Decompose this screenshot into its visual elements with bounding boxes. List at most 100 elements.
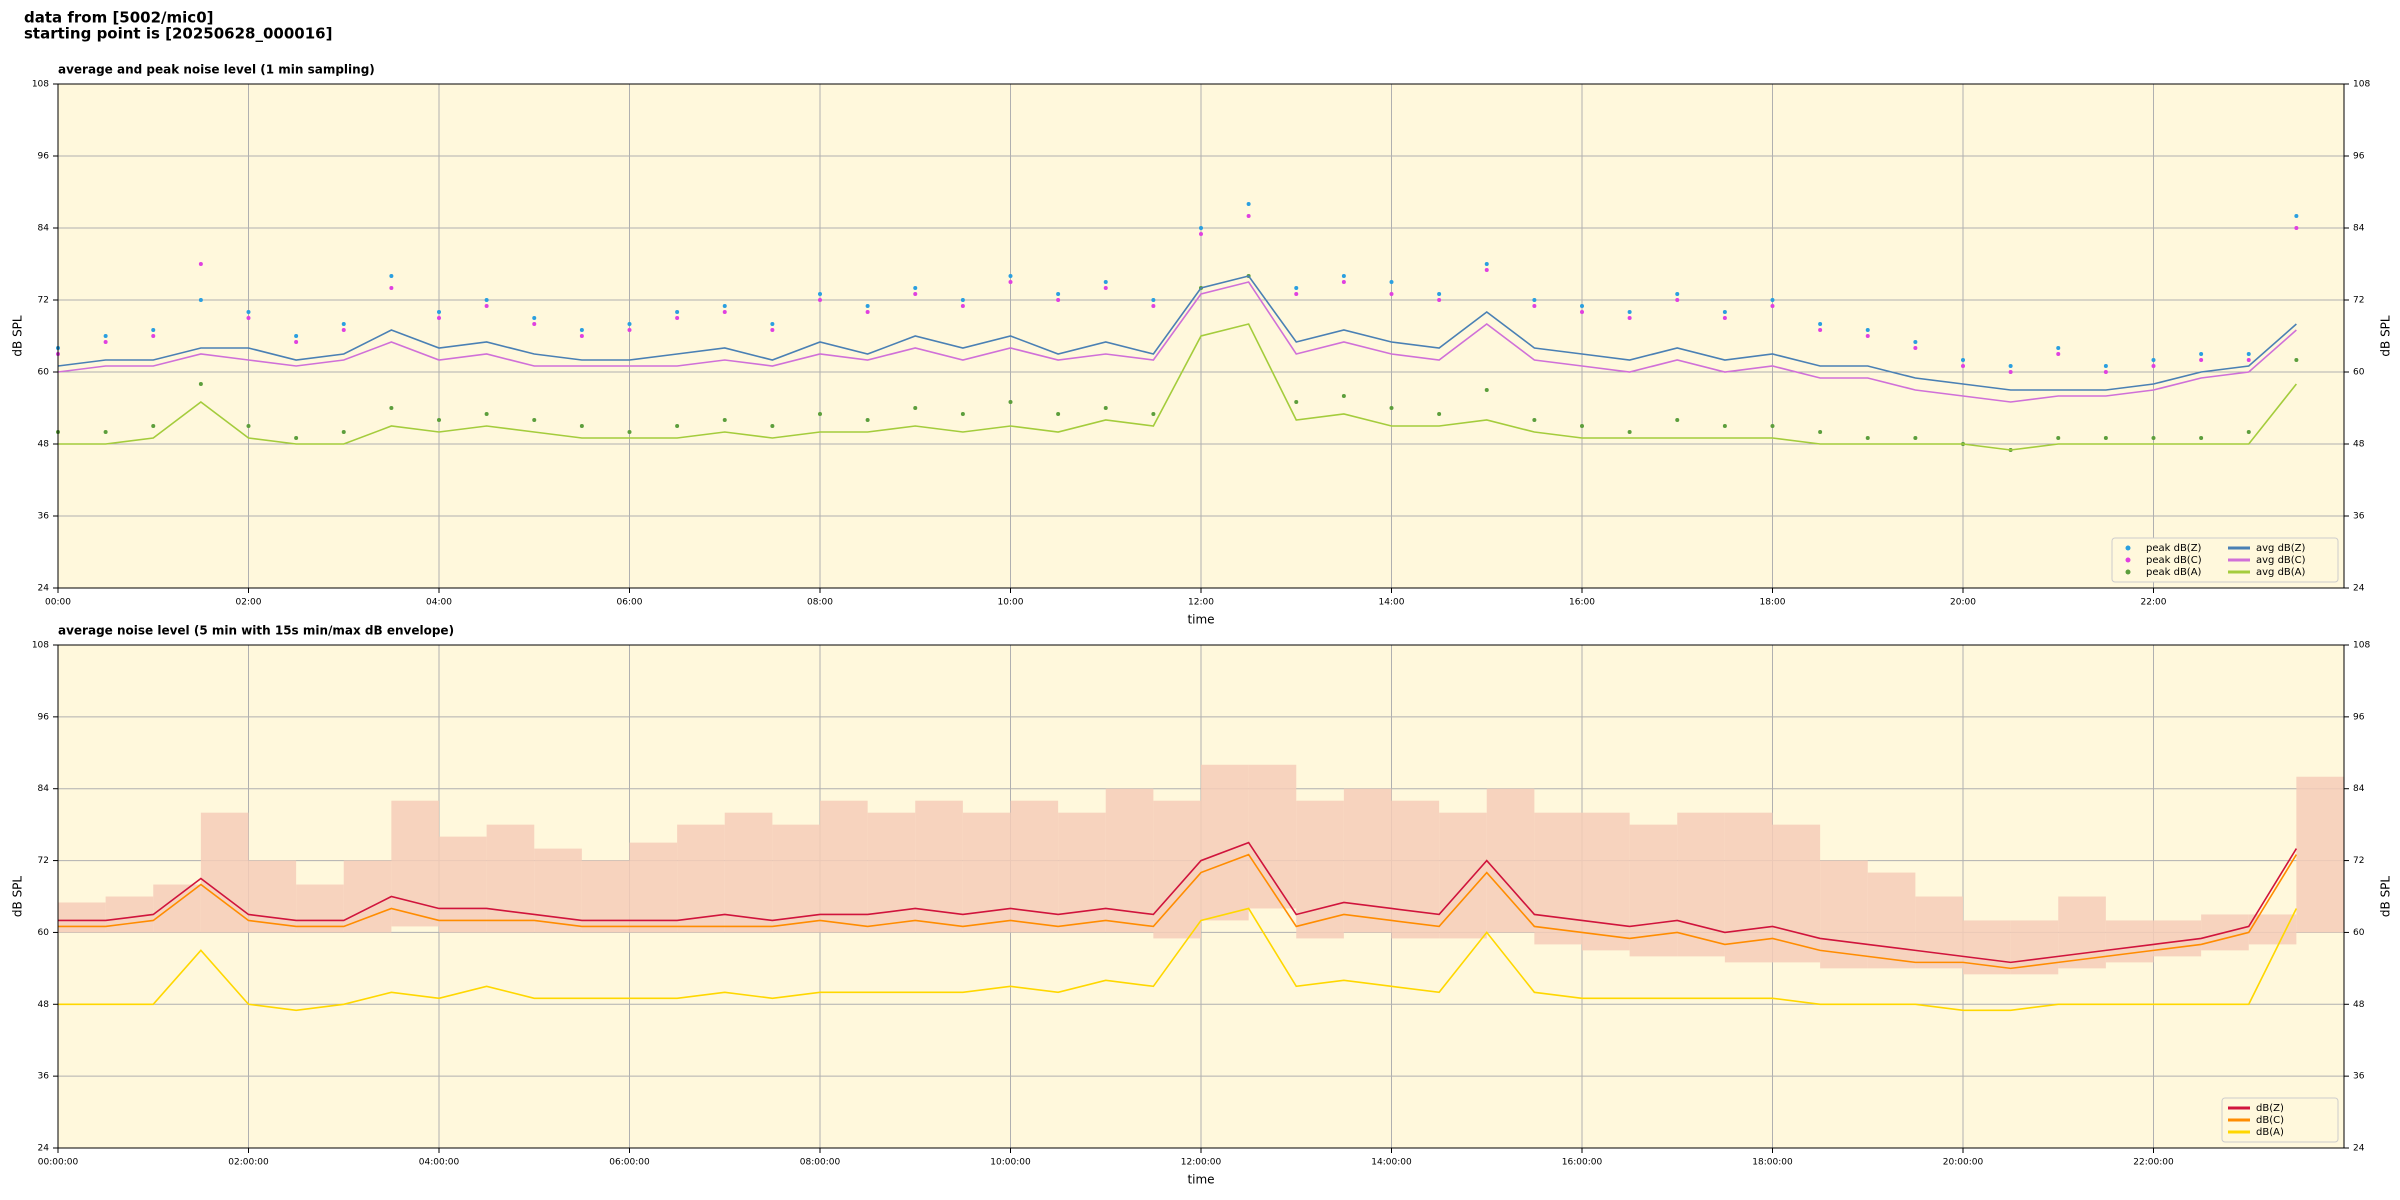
peak-point <box>2246 358 2251 362</box>
envelope <box>200 812 249 933</box>
y2-tick-label: 24 <box>2353 584 2365 594</box>
peak-point <box>2056 352 2061 356</box>
envelope <box>1010 800 1059 933</box>
peak-point <box>1961 358 1965 362</box>
legend-swatch <box>2125 545 2131 551</box>
peak-point <box>389 406 394 410</box>
peak-point <box>2151 436 2156 440</box>
y-tick-label: 108 <box>32 641 49 651</box>
peak-point <box>865 304 870 308</box>
peak-point <box>1294 286 1299 290</box>
x-axis-label: time <box>1187 613 1214 627</box>
series-line <box>58 907 2298 1012</box>
y-tick-label: 36 <box>38 1072 50 1082</box>
peak-point <box>532 316 537 320</box>
peak-point <box>913 286 918 290</box>
envelope <box>296 884 344 933</box>
peak-point <box>1437 292 1442 296</box>
peak-point <box>1770 424 1775 428</box>
plot-frame <box>57 83 2345 589</box>
peak-point <box>1151 412 1156 416</box>
peak-point <box>437 418 441 422</box>
peak-point <box>1437 298 1442 302</box>
y2-axis-label: dB SPL <box>2379 315 2393 357</box>
peak-point <box>1627 430 1632 434</box>
peak-point <box>1341 394 1346 398</box>
peak-point <box>2056 436 2061 440</box>
peak-point <box>389 274 394 278</box>
peak-point <box>2199 352 2204 356</box>
peak-point <box>579 424 584 428</box>
peak-point <box>627 328 632 332</box>
envelope <box>1677 812 1725 957</box>
panel-title: average and peak noise level (1 min samp… <box>58 63 375 77</box>
y2-axis-label: dB SPL <box>2379 876 2393 918</box>
envelope <box>677 824 725 933</box>
peak-point <box>579 334 584 338</box>
envelope <box>248 860 297 933</box>
peak-point <box>246 424 251 428</box>
x-axis-label: time <box>1187 1173 1214 1187</box>
peak-point <box>818 412 822 416</box>
peak-point <box>341 430 346 434</box>
peak-point <box>1484 388 1489 392</box>
peak-point <box>389 286 394 290</box>
envelope <box>486 824 535 933</box>
y-tick-label: 36 <box>38 512 50 522</box>
legend-box <box>2111 537 2339 583</box>
peak-point <box>579 328 584 332</box>
peak-point <box>198 382 203 386</box>
panel-title: average noise level (5 min with 15s min/… <box>58 624 454 638</box>
y-tick-label: 60 <box>38 928 50 938</box>
envelope <box>1629 824 1678 957</box>
peak-point <box>484 412 489 416</box>
x-tick-label: 10:00:00 <box>990 1158 1031 1168</box>
envelope <box>1058 812 1106 933</box>
envelope <box>1724 812 1773 963</box>
y2-tick-label: 48 <box>2353 1000 2365 1010</box>
peak-point <box>1865 328 1870 332</box>
peak-point <box>1437 412 1442 416</box>
peak-point <box>2103 364 2108 368</box>
x-tick-label: 02:00:00 <box>228 1158 269 1168</box>
peak-point <box>1580 310 1584 314</box>
peak-point <box>1818 430 1823 434</box>
peak-point <box>1532 298 1537 302</box>
legend-label: peak dB(C) <box>2146 555 2202 566</box>
y2-tick-label: 108 <box>2353 80 2370 90</box>
legend: dB(Z)dB(C)dB(A) <box>2221 1097 2339 1143</box>
x-tick-label: 12:00:00 <box>1181 1158 1222 1168</box>
y2-tick-label: 48 <box>2353 440 2365 450</box>
peak-point <box>198 262 203 266</box>
peak-point <box>198 298 203 302</box>
x-tick-label: 10:00 <box>998 598 1024 608</box>
envelope <box>962 812 1011 933</box>
y2-tick-label: 108 <box>2353 641 2370 651</box>
y-tick-label: 48 <box>38 440 50 450</box>
y2-tick-label: 24 <box>2353 1144 2365 1154</box>
peak-point <box>1913 436 1918 440</box>
peak-point <box>865 310 870 314</box>
peak-point <box>1484 268 1489 272</box>
legend-swatch <box>2125 569 2131 575</box>
peak-point <box>913 406 918 410</box>
peak-point <box>1199 232 1203 236</box>
peak-point <box>532 322 537 326</box>
peak-point <box>1722 316 1727 320</box>
panel: average noise level (5 min with 15s min/… <box>11 624 2393 1187</box>
envelope <box>343 860 392 933</box>
peak-point <box>484 298 489 302</box>
peak-point <box>1770 304 1775 308</box>
peak-point <box>2008 370 2013 374</box>
peak-point <box>2294 214 2299 218</box>
envelope <box>1343 788 1392 933</box>
peak-point <box>1675 418 1680 422</box>
y-tick-label: 96 <box>38 152 50 162</box>
series-line <box>58 323 2298 451</box>
legend: peak dB(Z)peak dB(C)peak dB(A)avg dB(Z)a… <box>2111 537 2339 583</box>
peak-point <box>1627 310 1632 314</box>
x-tick-label: 16:00:00 <box>1562 1158 1603 1168</box>
peak-point <box>2246 430 2251 434</box>
x-tick-label: 14:00 <box>1379 598 1405 608</box>
